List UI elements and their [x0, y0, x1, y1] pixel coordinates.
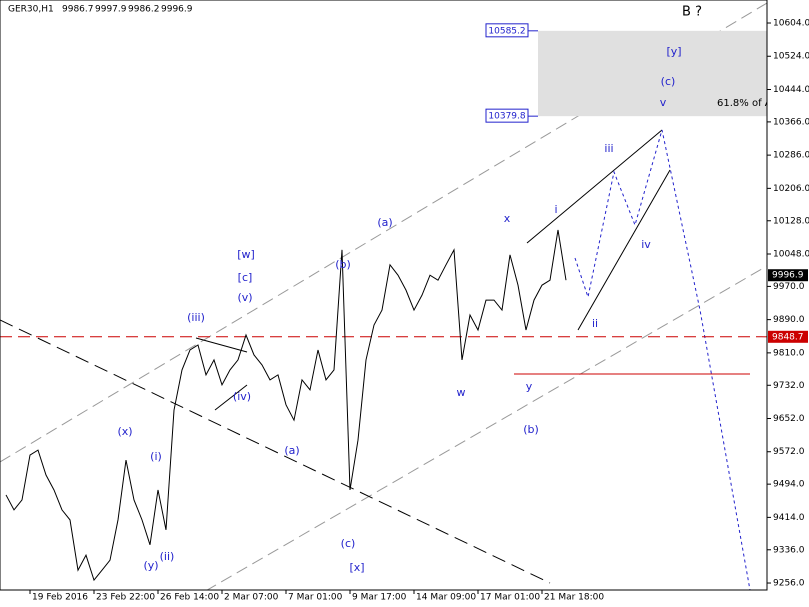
y-tick-label: 9732.0: [773, 381, 805, 391]
y-tick-label: 9810.0: [773, 348, 805, 358]
y-tick-label: 9652.0: [773, 414, 805, 424]
ohlc-value: 9986.7: [62, 5, 94, 15]
trend-line: [0, 319, 551, 584]
wave-label: v: [660, 96, 667, 109]
wave-label: (b): [335, 258, 351, 271]
projection: [574, 129, 751, 590]
wave-label: iii: [604, 142, 613, 155]
wave-label: x: [504, 212, 511, 225]
wave-label: w: [457, 386, 466, 399]
y-tick-label: 10444.0: [773, 85, 809, 95]
zone-label-box: [485, 23, 529, 38]
wave-label: [w]: [237, 248, 255, 261]
zone-label-box: [485, 108, 529, 123]
y-tick-label: 9256.0: [773, 579, 805, 589]
y-tick-label: 10048.0: [773, 249, 809, 259]
wave-label: iv: [641, 238, 651, 251]
level-box: [768, 330, 808, 343]
price-label: 9996.9: [772, 271, 804, 281]
frame: [0, 0, 768, 591]
symbol: GER30,H1: [8, 5, 54, 15]
x-tick-label: 17 Mar 01:00: [480, 593, 540, 603]
y-tick-label: 10206.0: [773, 184, 809, 194]
zone-label: 10585.2: [488, 26, 525, 36]
x-tick-label: 23 Feb 22:00: [96, 593, 155, 603]
x-tick-label: 9 Mar 17:00: [352, 593, 407, 603]
wave-label: (c): [341, 537, 356, 550]
wave-label: (b): [523, 423, 539, 436]
wave-label: (y): [143, 559, 158, 572]
wave-label: (a): [284, 444, 299, 457]
wave-label: [x]: [349, 561, 364, 574]
wave-label: ii: [592, 317, 598, 330]
y-tick-label: 10128.0: [773, 216, 809, 226]
target-zone: [538, 30, 767, 117]
wave-label: i: [554, 203, 557, 216]
x-tick-label: 2 Mar 07:00: [224, 593, 279, 603]
x-tick-label: 21 Mar 18:00: [544, 593, 604, 603]
wedge-line: [526, 129, 663, 244]
wave-label: y: [526, 380, 533, 393]
y-tick-label: 10604.0: [773, 19, 809, 29]
price-box: [768, 269, 808, 282]
wave-label: (iv): [233, 390, 251, 403]
wave-label: 61.8% of A: [717, 98, 772, 109]
y-tick-label: 9414.0: [773, 513, 805, 523]
wave-label: [y]: [666, 45, 681, 58]
channel-line: [206, 265, 767, 590]
y-tick-label: 9572.0: [773, 447, 805, 457]
wave-label: B ?: [682, 5, 702, 20]
wave-label: (x): [117, 425, 132, 438]
x-tick-label: 26 Feb 14:00: [160, 593, 219, 603]
wave-label: (a): [377, 216, 392, 229]
ohlc-value: 9997.9: [95, 5, 127, 15]
y-tick-label: 9970.0: [773, 282, 805, 292]
ohlc-value: 9986.2: [128, 5, 160, 15]
y-tick-label: 10286.0: [773, 151, 809, 161]
price-line: [5, 229, 567, 582]
trend-line: [195, 337, 248, 353]
y-tick-label: 9336.0: [773, 545, 805, 555]
y-tick-label: 10524.0: [773, 52, 809, 62]
y-tick-label: 9890.0: [773, 315, 805, 325]
wedge-line: [577, 169, 671, 331]
wave-label: (v): [237, 291, 252, 304]
y-tick-label: 9494.0: [773, 480, 805, 490]
wave-label: [c]: [238, 271, 253, 284]
ohlc-value: 9996.9: [161, 5, 193, 15]
y-tick-label: 10366.0: [773, 117, 809, 127]
wave-label: (i): [150, 450, 162, 463]
zone-label: 10379.8: [488, 112, 525, 122]
x-tick-label: 7 Mar 01:00: [288, 593, 343, 603]
level-label: 9848.7: [772, 332, 804, 342]
wave-label: (iii): [187, 311, 205, 324]
wave-label: (c): [661, 75, 676, 88]
trend-line: [214, 384, 248, 411]
x-tick-label: 19 Feb 2016: [32, 593, 88, 603]
wave-label: (ii): [160, 550, 175, 563]
x-tick-label: 14 Mar 09:00: [416, 593, 476, 603]
